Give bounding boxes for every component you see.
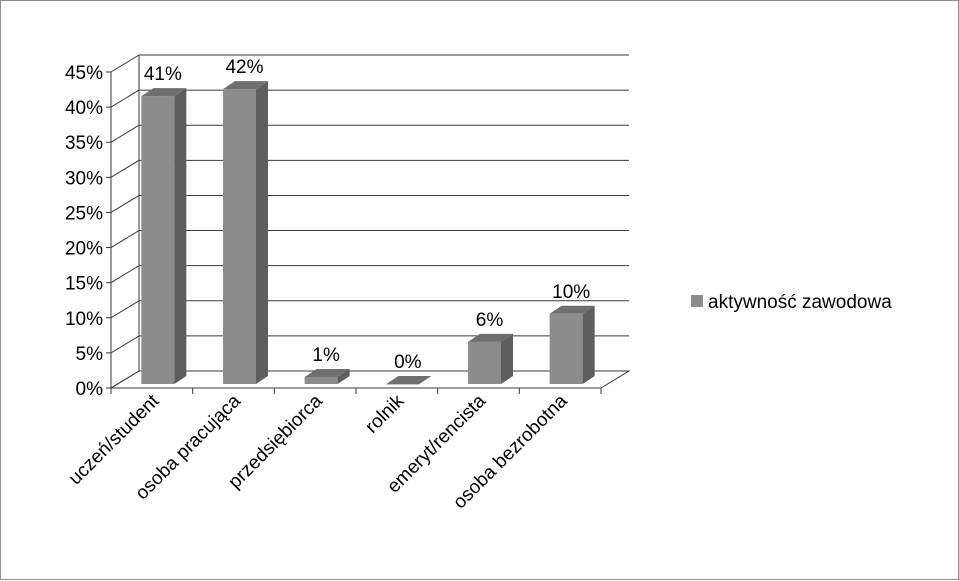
legend: aktywność zawodowa xyxy=(691,292,892,313)
bar-side xyxy=(582,305,595,384)
gridline-depth xyxy=(110,335,140,354)
bar-top xyxy=(468,333,513,342)
bar-top xyxy=(549,305,595,314)
bar-top xyxy=(386,376,432,384)
gridline-depth xyxy=(110,159,140,178)
y-axis-tick-labels: 0% 5% 10% 15% 20% 25% 30% 35% 40% 45% xyxy=(65,63,103,400)
data-label: 10% xyxy=(552,282,590,303)
data-label: 1% xyxy=(312,345,340,366)
x-tick-label: rolnik xyxy=(361,390,408,437)
gridlines xyxy=(106,54,629,394)
bar-top xyxy=(304,368,350,377)
data-label: 0% xyxy=(394,352,422,373)
bar-side xyxy=(256,81,268,385)
y-tick-label: 10% xyxy=(65,309,103,330)
bars xyxy=(141,81,595,385)
data-label: 42% xyxy=(225,57,263,78)
y-tick-label: 30% xyxy=(65,168,103,189)
legend-label: aktywność zawodowa xyxy=(708,292,892,313)
gridline-depth xyxy=(110,300,140,319)
gridline-depth xyxy=(110,124,140,143)
bar-top xyxy=(141,88,187,97)
y-tick-label: 0% xyxy=(76,379,104,400)
y-tick-label: 40% xyxy=(65,98,103,119)
legend-swatch xyxy=(691,295,703,307)
y-tick-label: 25% xyxy=(65,203,103,224)
y-tick-label: 15% xyxy=(65,274,103,295)
gridline-depth xyxy=(110,230,140,248)
bar-side xyxy=(501,333,513,384)
bar xyxy=(468,341,501,384)
bar xyxy=(549,313,583,384)
y-tick-label: 20% xyxy=(65,239,103,260)
bar-top xyxy=(223,81,268,90)
bar xyxy=(386,384,420,385)
gridline-depth xyxy=(110,195,140,213)
gridline-depth xyxy=(110,89,140,108)
gridline-depth xyxy=(110,370,140,389)
bar-side xyxy=(174,88,187,384)
bar xyxy=(223,89,256,385)
bar xyxy=(304,376,338,384)
y-tick-label: 5% xyxy=(76,344,104,365)
bar xyxy=(141,96,175,384)
data-label: 6% xyxy=(476,310,504,331)
data-label: 41% xyxy=(144,64,182,85)
y-tick-label: 35% xyxy=(65,133,103,154)
gridline-depth xyxy=(110,54,140,73)
y-tick-label: 45% xyxy=(65,63,103,84)
data-labels: 41% 42% 1% 0% 6% 10% xyxy=(144,57,590,373)
bar-side xyxy=(337,368,350,384)
gridline-depth xyxy=(110,265,140,284)
